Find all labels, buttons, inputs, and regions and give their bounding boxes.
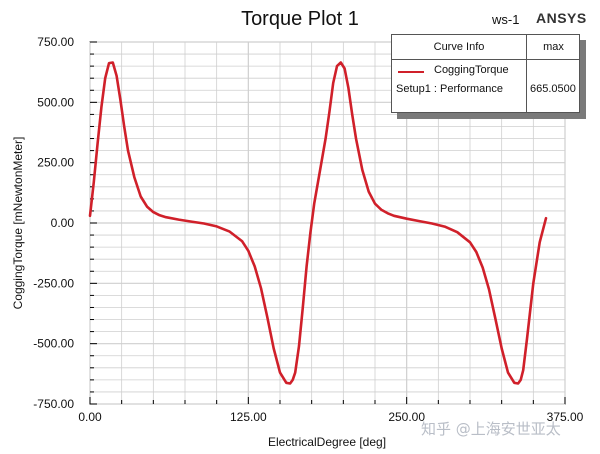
x-tick-label: 375.00 xyxy=(547,410,584,424)
series-layer xyxy=(88,61,548,385)
workspace-label: ws-1 xyxy=(492,12,520,27)
legend-setup-label: Setup1 : Performance xyxy=(396,83,504,95)
y-tick-labels: 750.00 500.00 250.00 0.00 -250.00 -500.00 -750… xyxy=(33,35,74,411)
y-tick-label: 0.00 xyxy=(51,216,75,230)
x-tick-label: 125.00 xyxy=(230,410,267,424)
y-tick-label: -750.00 xyxy=(33,397,74,411)
x-tick-label: 250.00 xyxy=(388,410,425,424)
y-tick-label: -500.00 xyxy=(33,337,74,351)
legend-col-curve-info: Curve Info xyxy=(433,41,485,53)
y-tick-label: 500.00 xyxy=(37,95,74,109)
y-axis-label: CoggingTorque [mNewtonMeter] xyxy=(11,137,25,310)
brand-logo-text: ANSYS xyxy=(536,10,587,26)
legend-col-max: max xyxy=(526,35,580,59)
y-tick-label: 250.00 xyxy=(37,156,74,170)
legend-box[interactable]: Curve Info max CoggingTorque Setup1 : Pe… xyxy=(391,34,580,113)
legend-swatch xyxy=(398,71,424,73)
x-tick-label: 0.00 xyxy=(78,410,102,424)
chart-title: Torque Plot 1 xyxy=(241,8,359,30)
legend-series-name: CoggingTorque xyxy=(434,64,509,76)
legend-header: Curve Info max xyxy=(392,35,579,60)
watermark: 知乎 @上海安世亚太 xyxy=(421,420,561,438)
x-axis-label: ElectricalDegree [deg] xyxy=(268,435,386,449)
series-line-CoggingTorque xyxy=(88,61,548,385)
x-tick-labels: 0.00 125.00 250.00 375.00 xyxy=(78,410,583,424)
legend-max-value: 665.0500 xyxy=(530,83,576,95)
legend-divider xyxy=(526,59,527,112)
y-tick-label: 750.00 xyxy=(37,35,74,49)
y-tick-label: -250.00 xyxy=(33,276,74,290)
